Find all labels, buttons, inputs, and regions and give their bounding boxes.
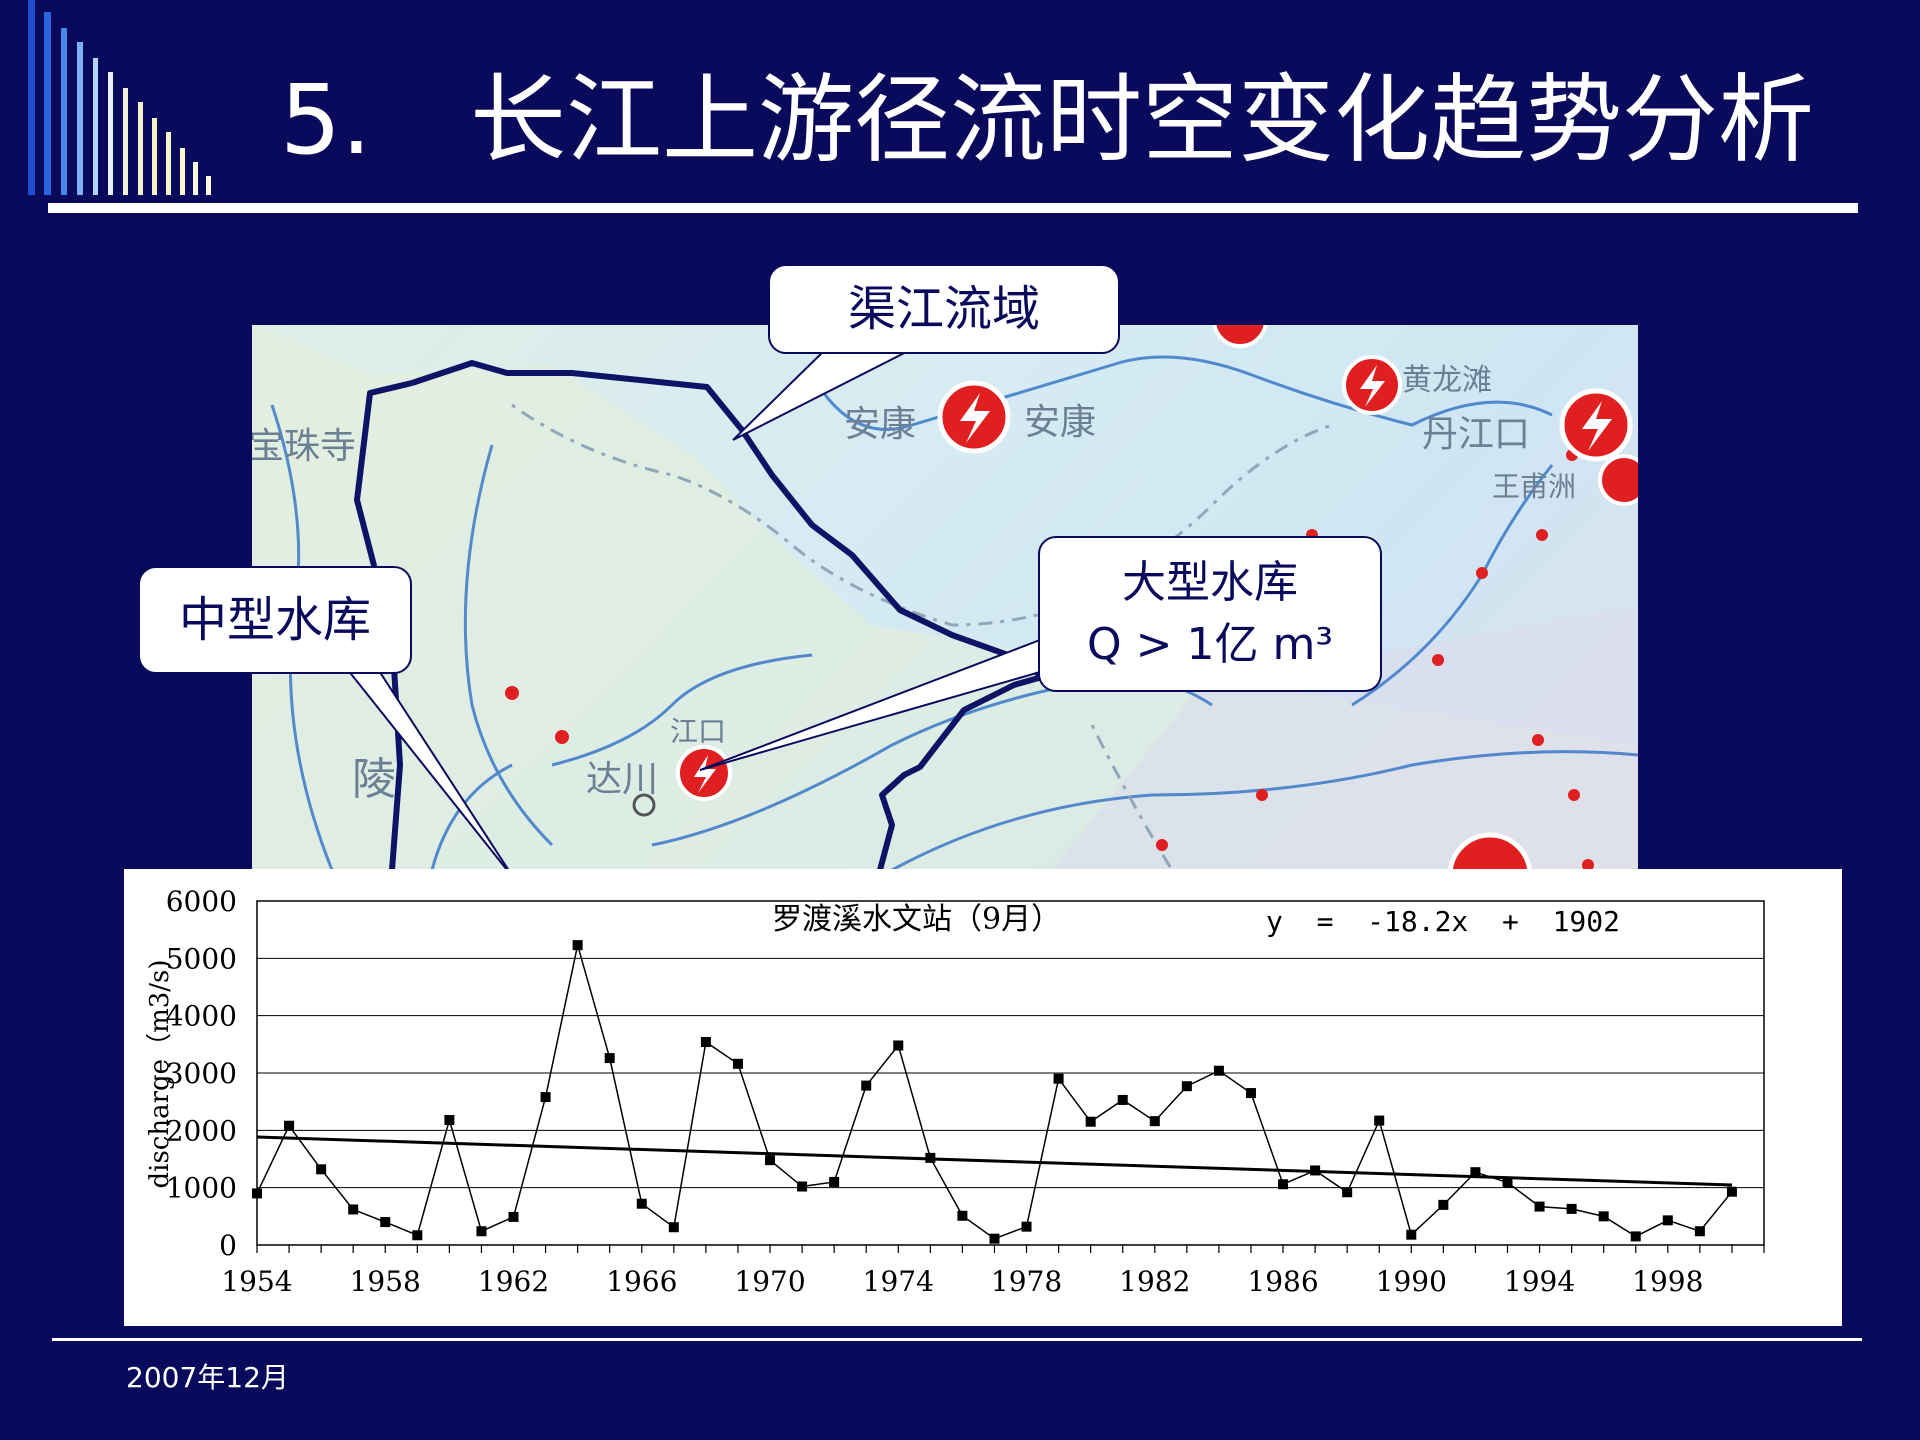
data-point — [1149, 1116, 1160, 1127]
data-point — [412, 1230, 423, 1241]
data-point — [380, 1217, 391, 1228]
data-point — [1213, 1065, 1224, 1076]
chart-title: 罗渡溪水文站（9月） — [772, 902, 1061, 937]
y-tick-label: 1000 — [166, 1172, 237, 1205]
data-point — [1181, 1081, 1192, 1092]
callout-large-reservoir: 大型水库 Q > 1亿 m³ — [1038, 536, 1382, 692]
data-point — [957, 1210, 968, 1221]
x-tick-label: 1958 — [350, 1265, 421, 1298]
data-point — [1406, 1229, 1417, 1240]
y-axis-label: discharge（m3/s) — [145, 959, 175, 1188]
data-point — [1310, 1165, 1321, 1176]
x-tick-label: 1970 — [734, 1265, 805, 1298]
callout-medium-reservoir: 中型水库 — [138, 566, 412, 674]
x-tick-label: 1994 — [1504, 1265, 1575, 1298]
data-point — [765, 1155, 776, 1166]
data-point — [1598, 1211, 1609, 1222]
data-point — [636, 1198, 647, 1209]
data-point — [861, 1080, 872, 1091]
decorative-bars — [28, 0, 211, 195]
map-label-huanglongtan: 黄龙滩 — [1402, 363, 1492, 398]
data-point — [1630, 1231, 1641, 1242]
callout-medium-text: 中型水库 — [178, 592, 371, 648]
discharge-chart: 0 1000 2000 3000 4000 5000 6000 1954 1958 1962 19… — [145, 885, 1765, 1298]
footer-date: 2007年12月 — [126, 1361, 289, 1394]
data-point — [1662, 1215, 1673, 1226]
data-point — [1278, 1179, 1289, 1190]
x-tick-label: 1962 — [478, 1265, 549, 1298]
map-label-jiangkou: 江口 — [670, 715, 727, 748]
y-tick-label: 5000 — [166, 942, 237, 975]
data-point — [540, 1092, 551, 1103]
x-tick-label: 1978 — [991, 1265, 1062, 1298]
data-point — [700, 1037, 711, 1048]
basin-map: 宝珠寺 安康 安康 黄龙滩 丹江口 王甫洲 江口 达川 陵 — [252, 325, 1638, 870]
data-point — [1470, 1167, 1481, 1178]
data-point — [668, 1222, 679, 1233]
x-tick-label: 1954 — [221, 1265, 292, 1298]
data-point — [252, 1188, 262, 1199]
discharge-chart-panel: 0 1000 2000 3000 4000 5000 6000 1954 1958 1962 19… — [124, 869, 1842, 1326]
data-point — [732, 1058, 743, 1069]
data-point — [1534, 1201, 1545, 1212]
x-tick-label: 1982 — [1119, 1265, 1190, 1298]
data-point — [572, 940, 583, 951]
x-tick-label: 1986 — [1247, 1265, 1318, 1298]
data-point — [284, 1120, 295, 1131]
data-point — [1566, 1203, 1577, 1214]
map-label-dachuan: 达川 — [586, 759, 659, 800]
data-point — [989, 1233, 1000, 1244]
data-point — [508, 1211, 519, 1222]
data-point — [316, 1164, 327, 1175]
data-point — [604, 1053, 615, 1064]
callout-qujiang-basin: 渠江流域 — [768, 264, 1120, 354]
map-label-baozhusi: 宝珠寺 — [252, 426, 357, 467]
data-point — [1374, 1115, 1385, 1126]
map-label-wangfuzhou: 王甫洲 — [1492, 470, 1577, 503]
data-point — [1117, 1094, 1128, 1105]
data-point — [1342, 1187, 1353, 1198]
data-point — [1085, 1116, 1096, 1127]
data-point — [1021, 1221, 1032, 1232]
data-point — [925, 1152, 936, 1163]
x-tick-label: 1974 — [863, 1265, 934, 1298]
footer-divider — [52, 1338, 1862, 1341]
data-point — [1245, 1088, 1256, 1099]
data-point — [1726, 1186, 1737, 1197]
data-point — [829, 1176, 840, 1187]
data-point — [1694, 1226, 1705, 1237]
data-point — [1438, 1199, 1449, 1210]
map-label-ankang-left: 安康 — [844, 404, 917, 445]
y-tick-label: 2000 — [166, 1114, 237, 1147]
trend-equation: y = -18.2x + 1902 — [1266, 905, 1620, 938]
callout-qujiang-text: 渠江流域 — [847, 281, 1040, 337]
callout-large-line2: Q > 1亿 m³ — [1087, 619, 1333, 670]
map-label-ling: 陵 — [352, 754, 396, 805]
map-label-ankang-right: 安康 — [1024, 402, 1097, 443]
data-point — [444, 1115, 455, 1126]
data-point — [797, 1181, 808, 1192]
reservoir-icons — [632, 325, 1638, 870]
data-point — [1502, 1177, 1513, 1188]
y-tick-label: 6000 — [166, 885, 237, 918]
data-point — [1053, 1073, 1064, 1084]
x-tick-label: 1998 — [1632, 1265, 1703, 1298]
slide-title-number: 5. — [280, 64, 372, 176]
x-tick-label: 1990 — [1376, 1265, 1447, 1298]
title-divider — [48, 203, 1858, 213]
y-tick-label: 0 — [219, 1229, 237, 1262]
data-point — [476, 1226, 487, 1237]
x-tick-label: 1966 — [606, 1265, 677, 1298]
data-point — [893, 1040, 904, 1051]
map-label-danjiangkou: 丹江口 — [1422, 414, 1531, 455]
trend-line — [256, 1135, 1732, 1187]
slide-title: 长江上游径流时空变化趋势分析 — [470, 64, 1814, 176]
plot-frame — [256, 900, 1765, 1246]
series-line — [256, 944, 1733, 1240]
y-tick-label: 3000 — [166, 1057, 237, 1090]
callout-large-line1: 大型水库 — [1122, 557, 1298, 608]
data-point — [348, 1204, 359, 1215]
y-tick-label: 4000 — [166, 1000, 237, 1033]
